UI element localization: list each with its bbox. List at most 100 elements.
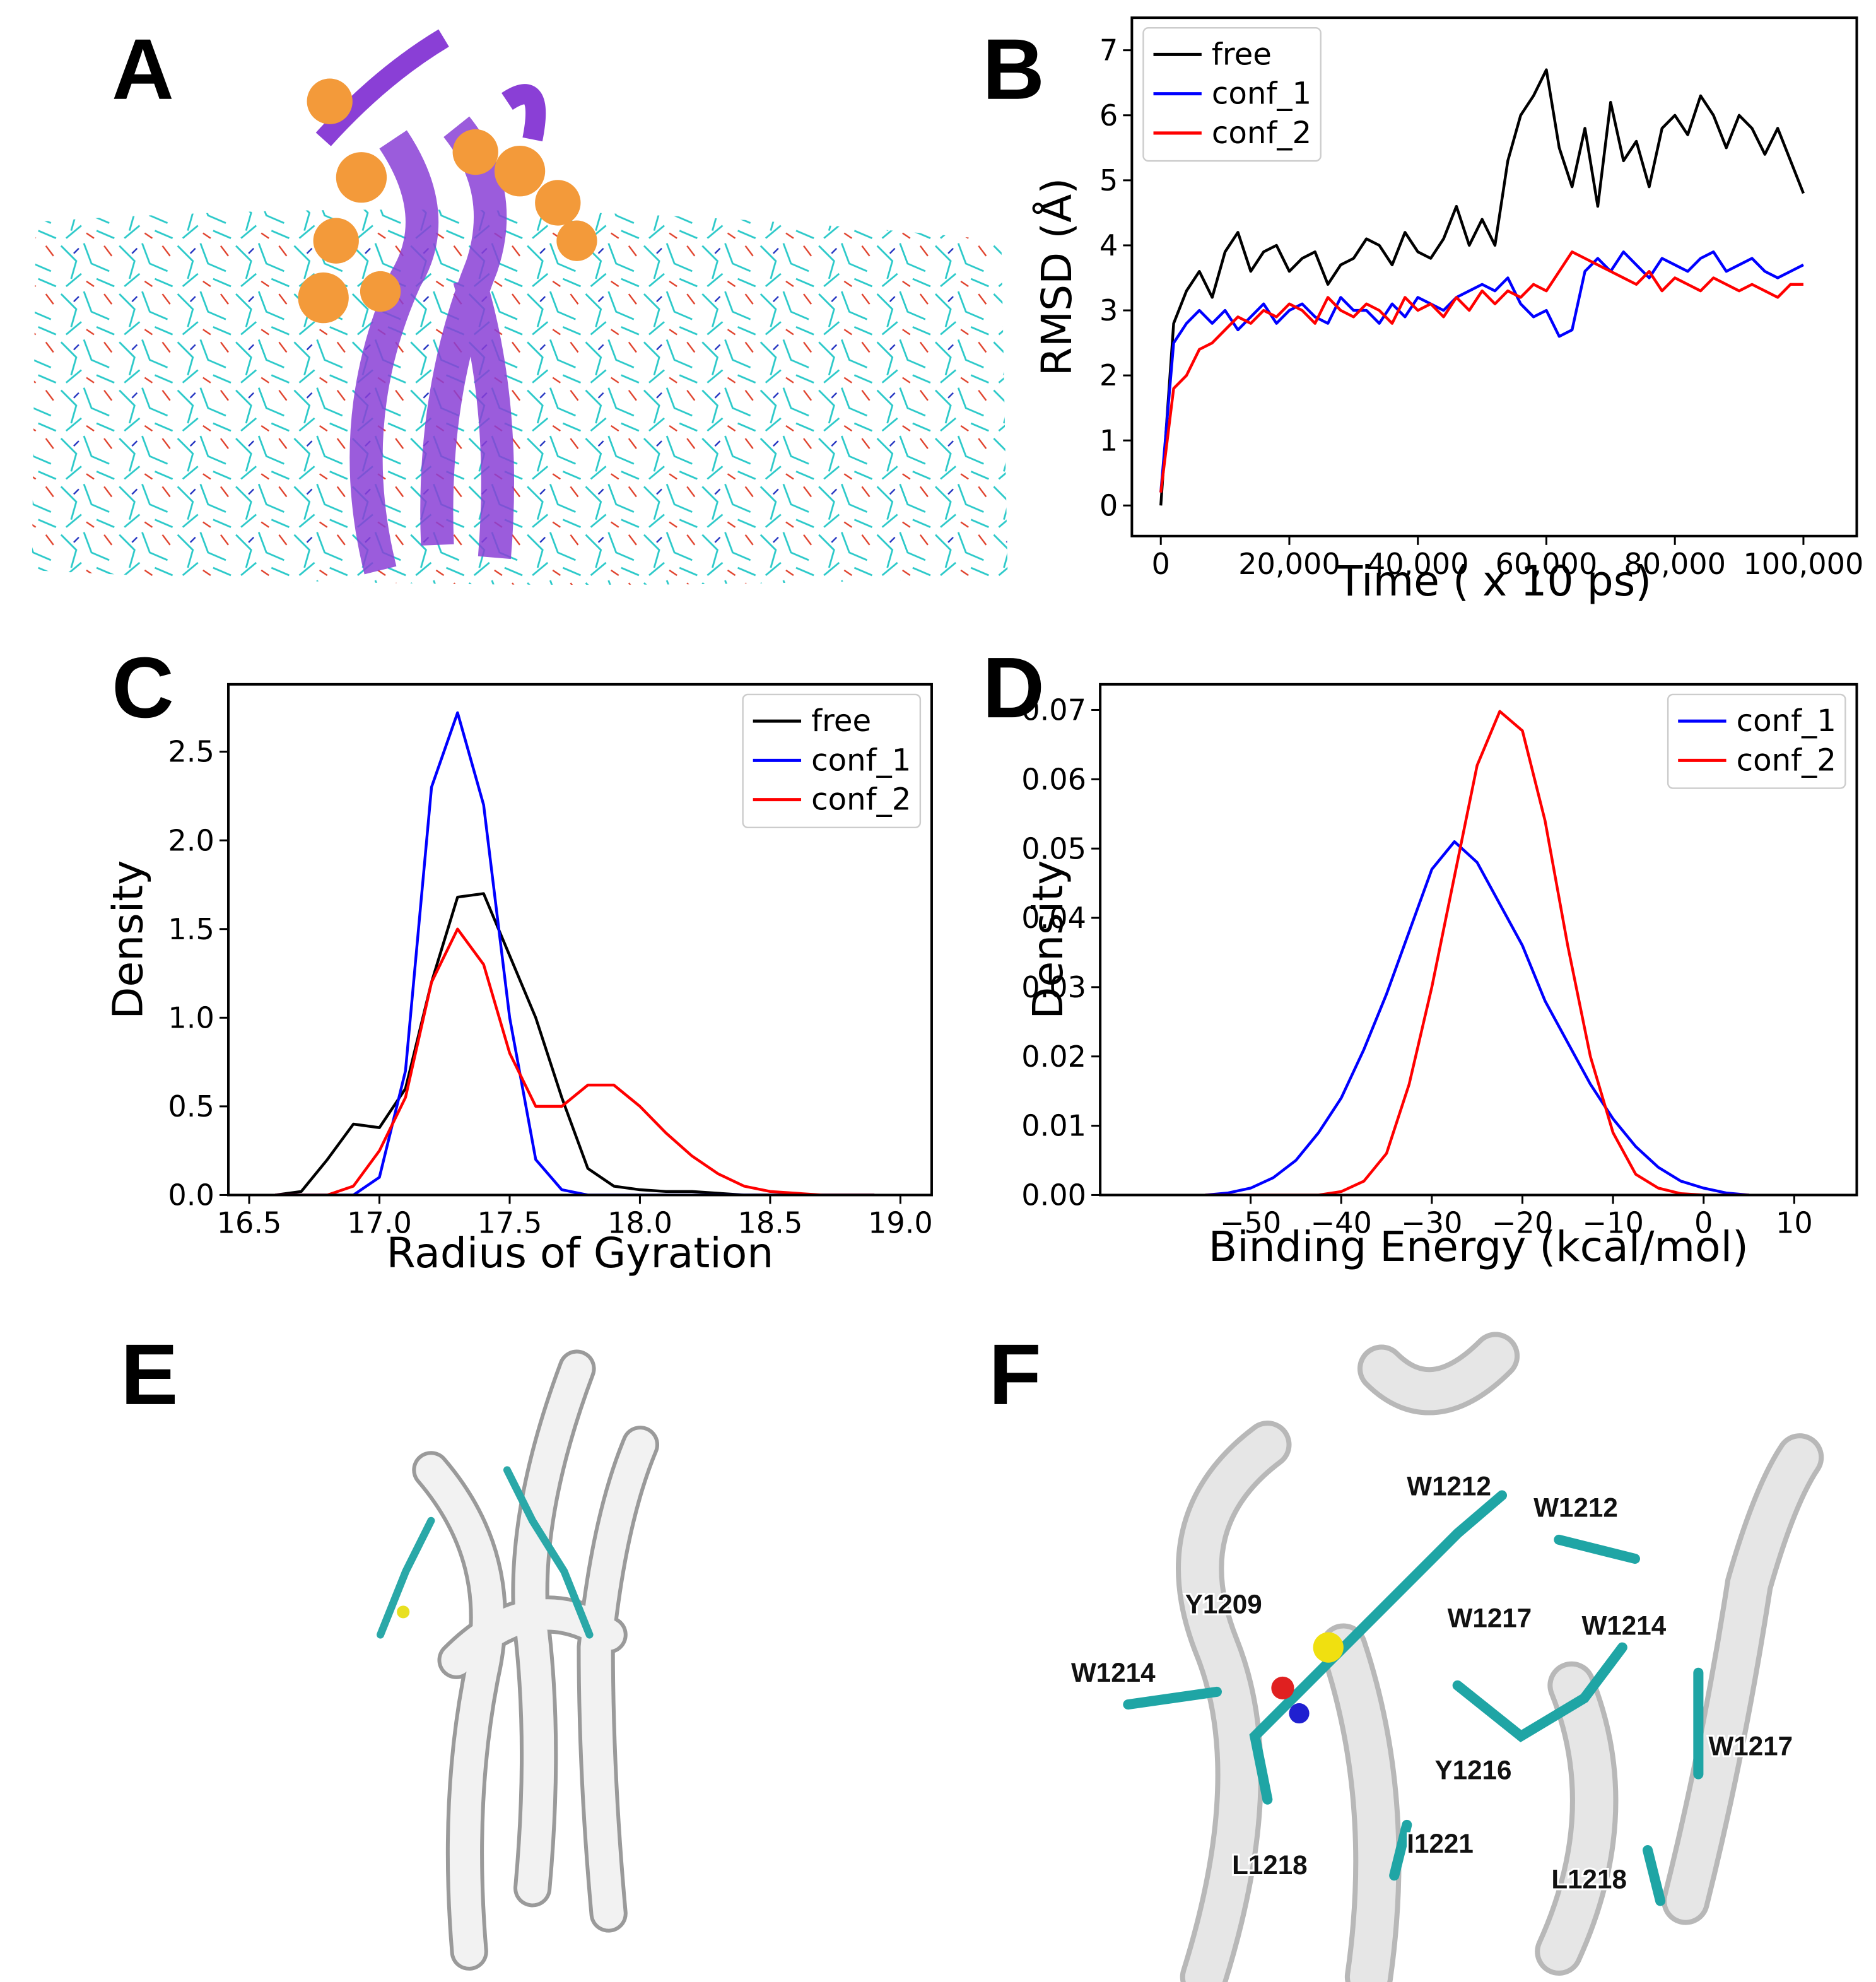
y-tick-label: 2.5 xyxy=(168,735,214,769)
x-tick-label: 20,000 xyxy=(1238,547,1340,581)
y-tick-label: 0.5 xyxy=(168,1089,214,1123)
y-tick-label: 0.00 xyxy=(1021,1178,1086,1212)
x-axis-label: Time ( x 10 ps) xyxy=(1337,556,1651,606)
y-tick-label: 0.07 xyxy=(1021,693,1086,727)
x-tick-label: 16.5 xyxy=(217,1206,282,1240)
x-tick-label: 80,000 xyxy=(1624,547,1726,581)
ligand-spheres xyxy=(298,78,597,324)
legend-label: free xyxy=(1212,37,1272,72)
x-tick-label: 18.0 xyxy=(607,1206,672,1240)
series-line xyxy=(1159,250,1804,493)
plot-area xyxy=(275,711,875,1195)
residue-label: Y1209 xyxy=(1185,1589,1262,1619)
x-tick-label: 10 xyxy=(1776,1206,1813,1240)
y-tick-label: 0.04 xyxy=(1021,901,1086,935)
plot-area xyxy=(1159,68,1805,506)
x-tick-label: 40,000 xyxy=(1367,547,1469,581)
y-tick-label: 7 xyxy=(1099,33,1118,67)
axes-frame xyxy=(226,683,933,1197)
x-tick-label: 17.0 xyxy=(347,1206,412,1240)
chart-panel: −50 −40 −30 −20 −10 0 10 0.00 0.01 0.02 0.03 0.04 0.… xyxy=(1021,683,1858,1271)
legend-label: free xyxy=(811,703,871,739)
x-tick-label: 60,000 xyxy=(1496,547,1598,581)
y-tick-label: 0.06 xyxy=(1021,762,1086,796)
panel-label: C xyxy=(112,639,174,736)
panel-label: B xyxy=(982,21,1045,117)
legend-box xyxy=(742,693,922,829)
residue-label: I1221 xyxy=(1407,1829,1474,1858)
y-tick-label: 0 xyxy=(1099,488,1118,522)
residue-label: Y1216 xyxy=(1435,1756,1512,1785)
x-tick-label: −20 xyxy=(1492,1206,1553,1240)
residue-label: W1212 xyxy=(1533,1493,1618,1523)
ribbon-render-e xyxy=(377,1349,660,1971)
x-tick-label: 0 xyxy=(1152,547,1170,581)
x-axis-label: Radius of Gyration xyxy=(387,1228,774,1277)
series-line xyxy=(1205,840,1749,1195)
legend-label: conf_2 xyxy=(811,782,911,818)
y-tick-label: 2 xyxy=(1099,358,1118,392)
x-tick-label: −50 xyxy=(1220,1206,1281,1240)
panel-label: F xyxy=(988,1326,1041,1422)
membrane-render xyxy=(32,29,1008,585)
residue-label: L1218 xyxy=(1232,1850,1308,1880)
residue-label: W1217 xyxy=(1448,1603,1532,1633)
x-tick-label: −40 xyxy=(1310,1206,1371,1240)
y-tick-label: 0.03 xyxy=(1021,970,1086,1004)
chart-panel: 16.5 17.0 17.5 18.0 18.5 19.0 0.0 0.5 1.0 1.5 2.0 2… xyxy=(103,683,933,1277)
chart-panel: 0 20,000 40,000 60,000 80,000 100,000 0 1 2 3 4 5 6 7… xyxy=(1032,16,1863,606)
x-tick-label: 17.5 xyxy=(478,1206,542,1240)
residue-label: W1214 xyxy=(1582,1611,1667,1641)
panel-label: E xyxy=(120,1326,178,1422)
y-tick-label: 1.0 xyxy=(168,1000,214,1035)
y-tick-label: 0.05 xyxy=(1021,831,1086,865)
protein-loop xyxy=(315,29,546,146)
legend-label: conf_1 xyxy=(1212,76,1311,112)
panel-label: A xyxy=(112,21,174,117)
x-axis-label: Binding Energy (kcal/mol) xyxy=(1209,1222,1749,1271)
series-line xyxy=(1159,250,1803,493)
y-tick-label: 5 xyxy=(1099,163,1118,197)
y-axis-label: RMSD (Å) xyxy=(1032,178,1081,376)
residue-label: L1218 xyxy=(1551,1864,1627,1894)
x-tick-label: 18.5 xyxy=(738,1206,803,1240)
y-tick-label: 2.0 xyxy=(168,823,214,857)
plot-area xyxy=(1205,710,1749,1195)
y-tick-label: 1.5 xyxy=(168,912,214,946)
x-tick-label: 100,000 xyxy=(1743,547,1863,581)
y-tick-label: 1 xyxy=(1099,423,1118,457)
y-axis-label: Density xyxy=(1023,860,1072,1019)
residue-label: W1212 xyxy=(1407,1472,1491,1501)
series-line xyxy=(1205,710,1749,1195)
y-tick-label: 4 xyxy=(1099,228,1118,262)
y-tick-label: 3 xyxy=(1099,293,1118,327)
y-tick-label: 0.0 xyxy=(168,1178,214,1212)
series-line xyxy=(275,927,875,1195)
axes-frame xyxy=(1099,683,1858,1197)
series-line xyxy=(275,711,875,1195)
series-line xyxy=(1159,68,1805,506)
panel-label: D xyxy=(982,639,1045,736)
y-tick-label: 0.01 xyxy=(1021,1109,1086,1143)
x-tick-label: 19.0 xyxy=(868,1206,933,1240)
x-tick-label: −10 xyxy=(1582,1206,1643,1240)
residue-label: W1217 xyxy=(1708,1731,1793,1761)
y-tick-label: 0.02 xyxy=(1021,1040,1086,1074)
series-line xyxy=(275,892,875,1195)
y-axis-label: Density xyxy=(103,860,152,1019)
legend-box xyxy=(1667,693,1846,789)
legend-label: conf_2 xyxy=(1212,115,1311,151)
ribbon-render-f xyxy=(1123,1332,1824,1982)
lipid-bilayer xyxy=(32,209,1008,585)
legend-label: conf_1 xyxy=(1737,703,1836,739)
residue-label: W1214 xyxy=(1071,1658,1156,1687)
legend-label: conf_1 xyxy=(811,742,911,778)
axes-frame xyxy=(1130,16,1858,537)
x-tick-label: 0 xyxy=(1694,1206,1713,1240)
legend-box xyxy=(1142,26,1322,162)
y-tick-label: 6 xyxy=(1099,98,1118,132)
x-tick-label: −30 xyxy=(1401,1206,1462,1240)
legend-label: conf_2 xyxy=(1737,742,1836,778)
